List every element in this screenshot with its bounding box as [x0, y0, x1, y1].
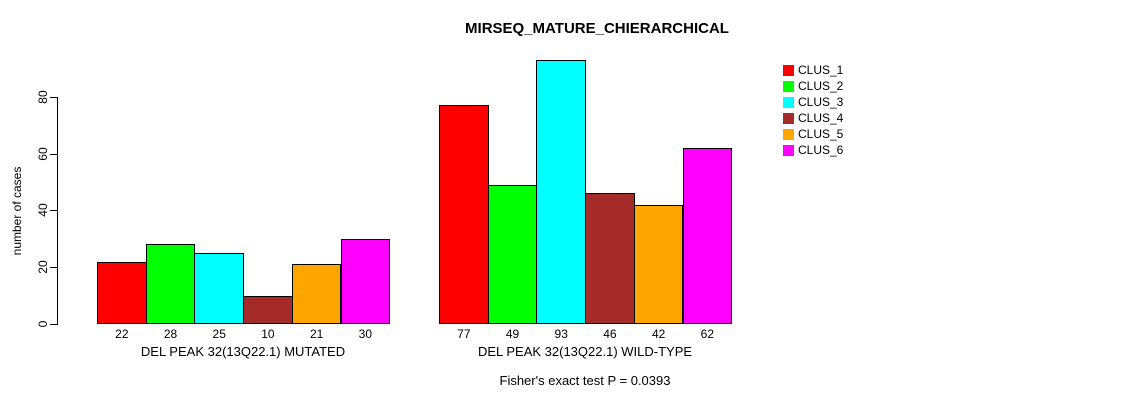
- bar: [194, 253, 245, 324]
- bar: [439, 105, 489, 324]
- legend-swatch: [783, 65, 794, 76]
- bar: [633, 204, 684, 324]
- bar-value-label: 62: [700, 327, 715, 341]
- bar: [145, 244, 196, 324]
- y-tick-label: 40: [36, 203, 50, 218]
- bar-value-label: 93: [554, 327, 568, 341]
- bar: [682, 147, 733, 324]
- group-label-mutated: DEL PEAK 32(13Q22.1) MUTATED: [140, 344, 346, 359]
- legend-label: CLUS_4: [798, 111, 844, 125]
- legend-label: CLUS_6: [798, 143, 844, 157]
- bar: [536, 59, 587, 324]
- bar: [585, 193, 635, 324]
- bar: [340, 238, 391, 324]
- legend-label: CLUS_3: [798, 95, 844, 109]
- y-tick-label: 20: [36, 260, 50, 274]
- legend-swatch: [783, 145, 794, 156]
- bar: [243, 295, 293, 324]
- y-tick-mark: [50, 96, 57, 98]
- legend-swatch: [783, 129, 794, 140]
- y-tick-mark: [50, 267, 57, 269]
- y-tick-mark: [50, 324, 57, 325]
- y-axis-line: [57, 97, 58, 325]
- bar-value-label: 46: [603, 327, 617, 341]
- legend-label: CLUS_1: [798, 63, 844, 77]
- bar: [97, 261, 147, 324]
- footer-annotation: Fisher's exact test P = 0.0393: [499, 373, 671, 388]
- y-tick-label: 60: [36, 146, 50, 161]
- bar: [291, 264, 342, 324]
- bar-value-label: 30: [358, 327, 373, 341]
- legend-swatch: [783, 113, 794, 124]
- y-axis-label: number of cases: [10, 166, 24, 256]
- group-label-wildtype: DEL PEAK 32(13Q22.1) WILD-TYPE: [477, 344, 693, 359]
- bar-value-label: 42: [651, 327, 666, 341]
- legend-label: CLUS_2: [798, 79, 844, 93]
- legend-swatch: [783, 97, 794, 108]
- bar: [487, 184, 538, 324]
- chart-title: MIRSEQ_MATURE_CHIERARCHICAL: [465, 20, 729, 37]
- y-tick-label: 80: [36, 90, 50, 104]
- legend-swatch: [783, 81, 794, 92]
- bar-value-label: 10: [261, 327, 275, 341]
- y-tick-mark: [50, 210, 57, 212]
- bar-value-label: 22: [115, 327, 129, 341]
- y-tick-label: 0: [36, 320, 50, 328]
- y-tick-mark: [50, 153, 57, 155]
- bar-value-label: 49: [505, 327, 520, 341]
- legend-label: CLUS_5: [798, 127, 844, 141]
- bar-value-label: 21: [309, 327, 324, 341]
- bar-value-label: 25: [212, 327, 226, 341]
- bar-value-label: 77: [457, 327, 471, 341]
- bar-value-label: 28: [163, 327, 178, 341]
